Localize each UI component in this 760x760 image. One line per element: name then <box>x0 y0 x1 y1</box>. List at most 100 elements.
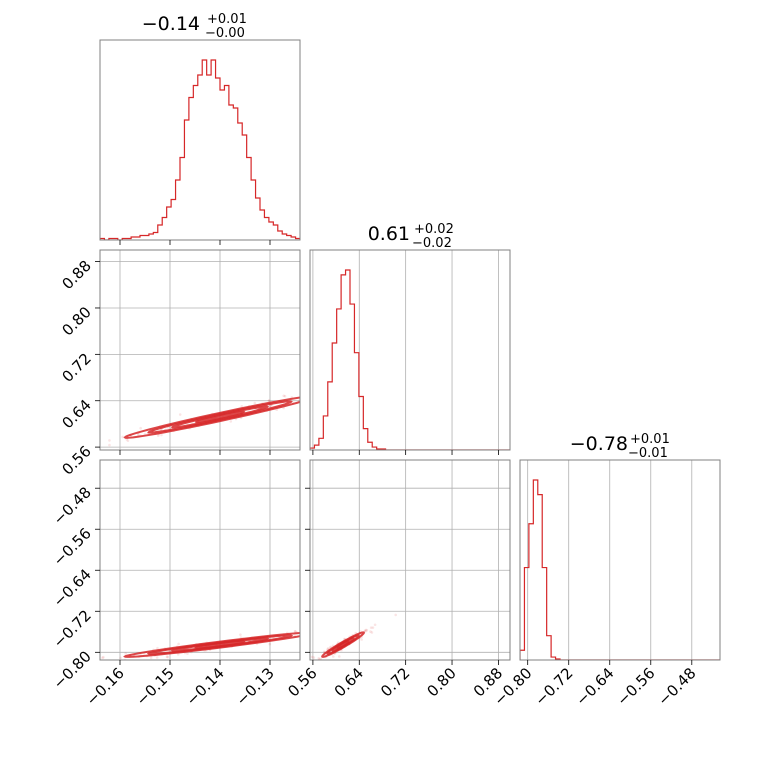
scatter-point <box>176 653 180 656</box>
x-tick-label: −0.14 <box>183 664 228 709</box>
scatter-point <box>355 388 358 391</box>
scatter-group <box>13 623 361 681</box>
scatter-point <box>283 394 287 398</box>
scatter-point <box>59 660 62 663</box>
title-param-1-sub: −0.02 <box>412 236 452 251</box>
x-tick-label: 0.64 <box>331 664 367 700</box>
scatter-point <box>48 664 51 667</box>
scatter-point <box>329 645 332 649</box>
scatter-point <box>363 629 367 633</box>
scatter-point <box>268 642 272 646</box>
panel-2-2: −0.80−0.72−0.64−0.56−0.48 <box>490 459 721 709</box>
scatter-point <box>331 626 334 629</box>
scatter-point <box>328 629 331 632</box>
scatter-point <box>319 631 322 634</box>
scatter-point <box>13 678 16 681</box>
scatter-point <box>337 655 341 658</box>
title-param-0-main: −0.14 <box>142 13 200 35</box>
scatter-point <box>186 652 189 656</box>
scatter-point <box>160 433 163 437</box>
scatter-point <box>155 656 159 659</box>
scatter-point <box>364 630 367 633</box>
scatter-point <box>358 623 361 626</box>
scatter-point <box>515 351 518 354</box>
scatter-point <box>165 655 169 658</box>
scatter-point <box>101 656 104 660</box>
scatter-point <box>309 662 312 665</box>
scatter-point <box>239 633 242 636</box>
y-tick-label: −0.80 <box>50 647 95 692</box>
contour-level-0 <box>194 410 246 424</box>
scatter-point <box>360 638 363 641</box>
title-param-2-sup: +0.01 <box>630 432 670 447</box>
scatter-point <box>177 642 180 646</box>
scatter-point <box>395 383 398 386</box>
scatter-point <box>282 394 286 398</box>
panel-frame <box>309 459 511 661</box>
scatter-point <box>178 413 182 416</box>
scatter-point <box>314 391 317 394</box>
scatter-point <box>365 378 368 381</box>
scatter-point <box>348 627 351 630</box>
scatter-point <box>343 628 346 631</box>
scatter-point <box>313 662 316 665</box>
scatter-point <box>304 392 307 395</box>
scatter-point <box>166 655 170 659</box>
scatter-point <box>229 420 233 423</box>
panel-frame <box>99 39 301 241</box>
scatter-point <box>373 623 377 627</box>
scatter-point <box>76 441 79 444</box>
scatter-point <box>369 630 372 633</box>
y-tick-label: 0.88 <box>58 257 94 293</box>
scatter-point <box>394 613 398 617</box>
panel-1-1 <box>309 249 511 455</box>
y-tick-label: 0.56 <box>58 442 94 478</box>
contour-level-1 <box>170 405 270 429</box>
scatter-point <box>107 660 110 663</box>
scatter-point <box>108 439 111 442</box>
y-tick-label: 0.64 <box>58 396 94 432</box>
x-tick-label: 0.72 <box>377 664 413 700</box>
scatter-point <box>353 627 356 630</box>
scatter-point <box>365 629 369 632</box>
panel-frame <box>99 459 301 661</box>
histogram-param-1 <box>310 269 510 450</box>
y-tick-label: −0.64 <box>50 565 95 610</box>
histogram-param-0 <box>100 59 300 240</box>
scatter-point <box>62 440 65 443</box>
scatter-point <box>124 652 127 655</box>
panel-0-0 <box>99 39 301 245</box>
title-param-2-sub: −0.01 <box>628 446 668 461</box>
title-param-0-sub: −0.00 <box>205 26 245 41</box>
scatter-point <box>149 656 153 660</box>
scatter-point <box>312 656 316 659</box>
scatter-point <box>121 435 124 439</box>
contour-level-2 <box>147 400 293 434</box>
x-tick-label: −0.15 <box>133 664 178 709</box>
scatter-point <box>310 655 314 659</box>
scatter-point <box>406 371 409 374</box>
scatter-point <box>126 439 130 443</box>
scatter-point <box>338 630 341 633</box>
scatter-point <box>307 391 310 394</box>
contour-level-3 <box>321 631 365 658</box>
scatter-point <box>391 378 394 381</box>
histogram-param-2 <box>520 479 720 660</box>
panel-frame <box>519 459 721 661</box>
panel-frame <box>309 249 511 451</box>
panel-frame <box>99 249 301 451</box>
scatter-point <box>353 391 356 394</box>
scatter-point <box>156 434 160 437</box>
scatter-point <box>317 630 320 633</box>
scatter-point <box>326 647 330 650</box>
contour-level-3 <box>123 396 300 439</box>
y-tick-label: 0.72 <box>58 349 94 385</box>
scatter-point <box>293 630 297 633</box>
contour-level-3 <box>123 631 300 658</box>
scatter-point <box>369 626 373 629</box>
scatter-point <box>305 395 308 398</box>
scatter-point <box>352 631 355 634</box>
y-tick-label: −0.72 <box>50 606 95 651</box>
scatter-point <box>319 632 322 635</box>
